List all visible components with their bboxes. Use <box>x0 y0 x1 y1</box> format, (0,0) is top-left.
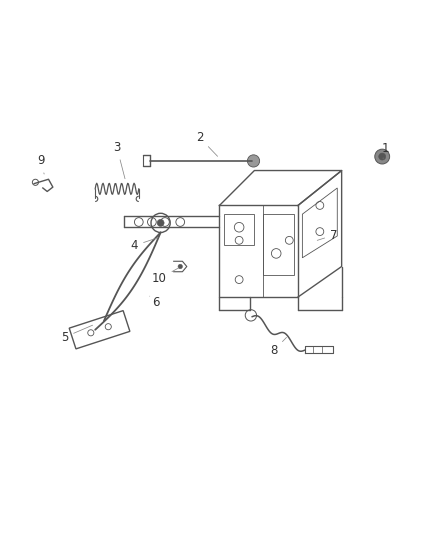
Text: 3: 3 <box>113 141 125 179</box>
Text: 6: 6 <box>149 296 159 309</box>
Circle shape <box>178 264 182 269</box>
Text: 7: 7 <box>317 229 337 241</box>
Text: 4: 4 <box>131 238 158 252</box>
Circle shape <box>374 149 389 164</box>
Circle shape <box>378 153 385 160</box>
Text: 9: 9 <box>37 155 44 174</box>
Text: 2: 2 <box>196 131 217 156</box>
Text: 5: 5 <box>61 325 92 344</box>
Text: 8: 8 <box>270 337 286 357</box>
Circle shape <box>247 155 259 167</box>
Text: 10: 10 <box>152 268 178 285</box>
Circle shape <box>157 220 164 227</box>
Text: 1: 1 <box>381 142 388 158</box>
